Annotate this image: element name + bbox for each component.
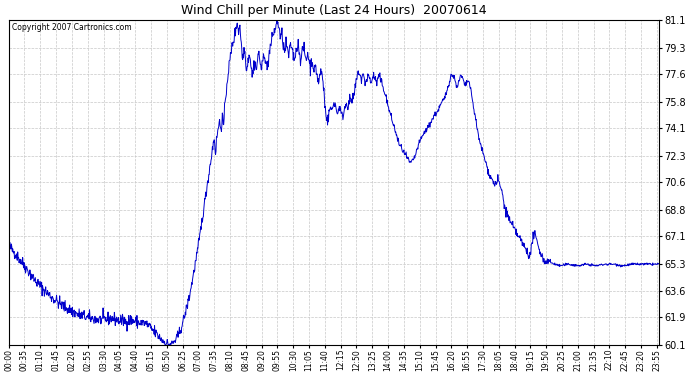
Text: Copyright 2007 Cartronics.com: Copyright 2007 Cartronics.com bbox=[12, 23, 132, 32]
Title: Wind Chill per Minute (Last 24 Hours)  20070614: Wind Chill per Minute (Last 24 Hours) 20… bbox=[181, 4, 486, 17]
